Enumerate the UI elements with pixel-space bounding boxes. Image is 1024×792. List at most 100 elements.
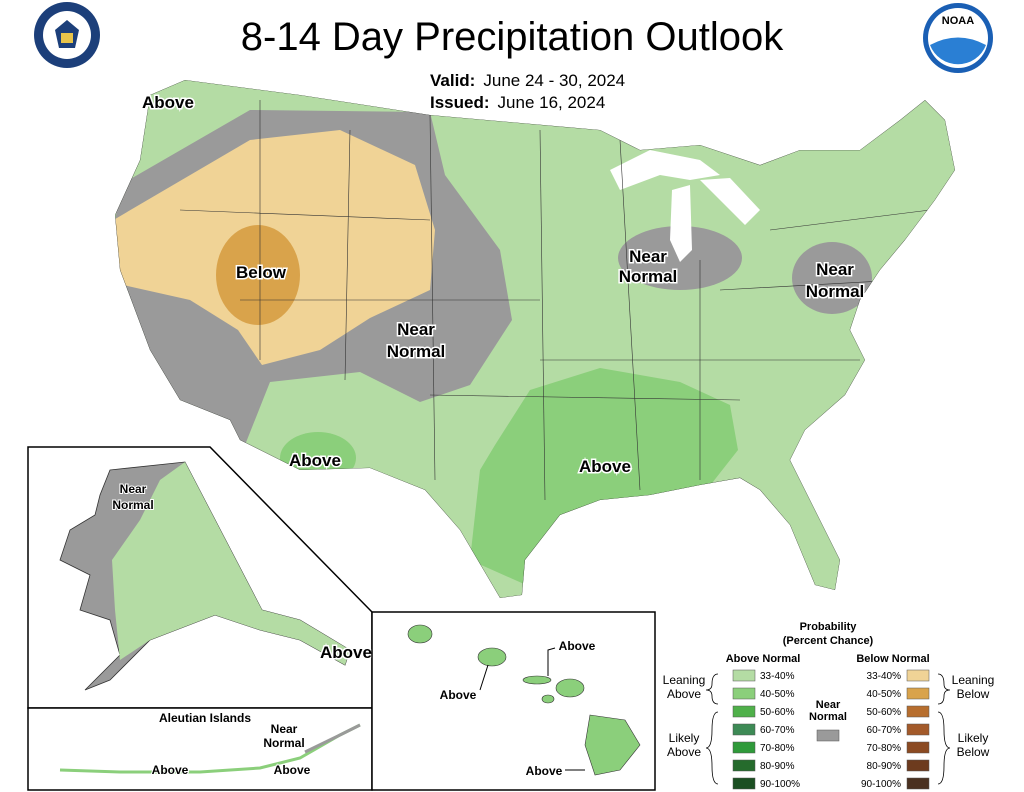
group-line: Likely [669,731,700,745]
label-aleutian-east: Near Normal [263,722,304,750]
noaa-text: NOAA [942,15,974,27]
below-range: 50-60% [867,707,902,718]
below-swatch [906,777,930,790]
above-range: 50-60% [760,707,795,718]
above-swatch [732,759,756,772]
above-range: 80-90% [760,761,795,772]
label-south: Above [579,457,631,476]
label-aleutian-middle: Above [274,763,311,777]
label-great-basin: Below [236,263,287,282]
legend-title-line: Probability [800,621,858,633]
valid-line: Valid: June 24 - 30, 2024 [430,71,625,90]
above-header: Above Normal [726,653,801,665]
label-line: Normal [806,282,865,301]
label-aleutian-west: Above [152,763,189,777]
group-likely-below: Likely Below [957,731,990,759]
group-leaning-above: Leaning Above [663,673,706,701]
below-swatch [906,705,930,718]
alaska-leaning-above [112,462,350,665]
conus-map [115,80,955,598]
state-lines [179,100,931,501]
label-line: Near [816,260,854,279]
hawaii-islands [407,624,641,776]
group-line: Likely [958,731,989,745]
above-swatch [732,669,756,682]
lake-superior [610,150,720,190]
near-normal-swatch [816,729,840,742]
valid-label: Valid: [430,71,475,90]
near-normal-label: Near Normal [809,699,847,723]
label-alaska-west: Near Normal [112,482,153,512]
below-range: 70-80% [867,743,902,754]
below-swatch [906,741,930,754]
commerce-seal [34,2,100,68]
above-range: 33-40% [760,671,795,682]
valid-date: June 24 - 30, 2024 [483,71,625,90]
group-line: Below [957,745,990,759]
group-line: Leaning [952,673,995,687]
conus-outline [115,80,955,598]
label-hawaii-big-island: Above [526,764,563,778]
near-line: Near [816,699,841,711]
near-normal-mid-atlantic [792,242,872,314]
group-line: Above [667,745,701,759]
label-line: Normal [387,342,446,361]
issued-line: Issued: June 16, 2024 [430,93,605,112]
label-arizona: Above [289,451,341,470]
leader-lines [479,647,585,771]
lake-michigan [670,185,692,262]
above-swatch [732,687,756,700]
aleutian-near-normal [304,723,361,754]
below-swatch [906,669,930,682]
label-hawaii-maui: Above [559,639,596,653]
group-line: Leaning [663,673,706,687]
above-swatch [732,723,756,736]
above-range: 90-100% [760,779,800,790]
below-swatch [906,759,930,772]
above-swatch [732,777,756,790]
below-swatch [906,723,930,736]
aleutian-title: Aleutian Islands [159,711,251,725]
above-swatch [732,741,756,754]
noaa-logo: NOAA [923,3,993,73]
label-line: Near [629,247,667,266]
below-range: 60-70% [867,725,902,736]
label-michigan: Near Normal [619,247,678,286]
above-swatch [732,705,756,718]
below-range: 33-40% [867,671,902,682]
legend-title-line: (Percent Chance) [783,635,874,647]
below-range: 90-100% [861,779,901,790]
label-line: Near [271,722,298,736]
below-header: Below Normal [856,653,929,665]
label-alaska-southeast: Above [320,643,372,662]
above-range: 40-50% [760,689,795,700]
title: 8-14 Day Precipitation Outlook [241,15,785,59]
below-range: 40-50% [867,689,902,700]
issued-label: Issued: [430,93,490,112]
label-line: Normal [112,498,153,512]
label-hawaii-kauai: Above [440,688,477,702]
near-line: Normal [809,711,847,723]
group-leaning-below: Leaning Below [952,673,995,701]
legend-title: Probability (Percent Chance) [783,621,874,647]
label-line: Normal [619,267,678,286]
below-swatch [906,687,930,700]
lake-huron [700,178,760,225]
group-line: Above [667,687,701,701]
south-above [470,368,738,598]
above-range: 60-70% [760,725,795,736]
above-range: 70-80% [760,743,795,754]
legend: Probability (Percent Chance) Above Normal… [663,621,995,790]
label-northwest: Above [142,93,194,112]
group-line: Below [957,687,990,701]
label-line: Normal [263,736,304,750]
label-mid-atlantic: Near Normal [806,260,865,301]
label-plains: Near Normal [387,320,446,361]
issued-date: June 16, 2024 [498,93,606,112]
label-line: Near [397,320,435,339]
label-line: Near [120,482,147,496]
legend-braces [705,673,951,785]
group-likely-above: Likely Above [667,731,701,759]
